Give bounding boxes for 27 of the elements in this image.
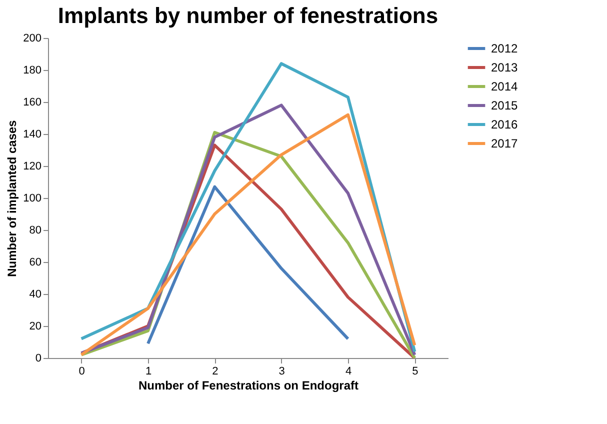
- legend-label: 2016: [491, 118, 518, 132]
- x-tick-label: 2: [212, 366, 218, 378]
- x-tick-label: 1: [145, 366, 152, 378]
- y-axis-title: Number of implanted cases: [5, 120, 20, 277]
- y-tick-label: 60: [29, 256, 42, 268]
- y-tick-label: 120: [23, 160, 42, 172]
- x-axis-title: Number of Fenestrations on Endograft: [138, 378, 359, 392]
- y-tick-label: 140: [23, 128, 42, 140]
- x-tick-label: 4: [345, 366, 352, 378]
- y-tick-label: 180: [23, 64, 42, 76]
- y-tick-label: 160: [23, 96, 42, 108]
- y-tick-label: 0: [35, 352, 42, 364]
- legend-label: 2017: [491, 136, 518, 150]
- legend-label: 2013: [491, 60, 518, 74]
- legend-label: 2014: [491, 80, 518, 94]
- y-tick-label: 80: [29, 224, 42, 236]
- y-tick-label: 100: [23, 192, 42, 204]
- y-tick-label: 20: [29, 320, 42, 332]
- x-tick-label: 0: [78, 366, 85, 378]
- x-tick-label: 3: [278, 366, 285, 378]
- legend-label: 2015: [491, 98, 518, 112]
- y-tick-label: 200: [23, 32, 42, 44]
- legend-label: 2012: [491, 42, 518, 56]
- line-series: [146, 185, 350, 346]
- x-tick-label: 5: [412, 366, 418, 378]
- y-tick-label: 40: [29, 288, 42, 300]
- chart-title: Implants by number of fenestrations: [58, 3, 438, 28]
